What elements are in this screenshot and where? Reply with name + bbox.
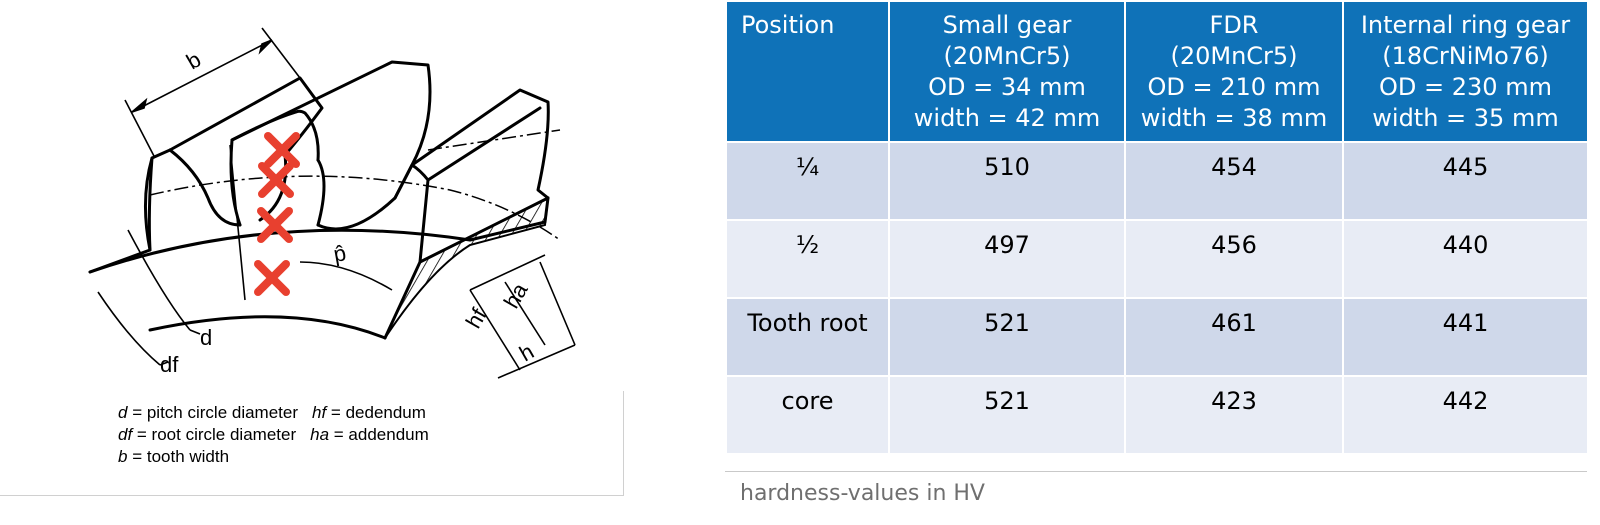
table-row: ¼ 510 454 445 bbox=[725, 141, 1589, 221]
table-header-row: Position Small gear (20MnCr5) OD = 34 mm wid… bbox=[725, 0, 1589, 143]
legend-row: d = pitch circle diameter hf = dedendum bbox=[118, 402, 429, 424]
legend-symbol: ha bbox=[310, 425, 330, 444]
column-header: FDR (20MnCr5) OD = 210 mm width = 38 mm bbox=[1124, 0, 1344, 143]
legend-description: = pitch circle diameter bbox=[127, 403, 299, 422]
label-d: d bbox=[200, 325, 212, 350]
label-hf: hf bbox=[461, 303, 492, 332]
column-header: Small gear (20MnCr5) OD = 34 mm width = 42 … bbox=[888, 0, 1126, 143]
position-cell: core bbox=[725, 375, 890, 455]
column-header-line: Internal ring gear bbox=[1360, 11, 1571, 39]
legend-symbol: hf bbox=[312, 403, 327, 422]
pitch-circle-line bbox=[149, 175, 561, 241]
legend-symbol: df bbox=[118, 425, 133, 444]
gear-tooth-diagram: b p̂ d df hf ha h bbox=[88, 27, 576, 379]
position-cell: ¼ bbox=[725, 141, 890, 221]
position-cell: Tooth root bbox=[725, 297, 890, 377]
hardness-value-cell: 441 bbox=[1342, 297, 1589, 377]
hardness-value-cell: 456 bbox=[1124, 219, 1344, 299]
column-header-line: Small gear bbox=[942, 11, 1072, 39]
column-header-line: width = 42 mm bbox=[913, 104, 1101, 132]
measurement-point-marker bbox=[264, 132, 300, 168]
hardness-value-cell: 423 bbox=[1124, 375, 1344, 455]
legend-description: = tooth width bbox=[127, 447, 230, 466]
column-header-line: (18CrNiMo76) bbox=[1382, 42, 1549, 70]
root-curve bbox=[88, 228, 472, 274]
legend-row: df = root circle diameter ha = addendum bbox=[118, 424, 429, 446]
legend-frame bbox=[0, 391, 624, 496]
label-p: p̂ bbox=[332, 240, 348, 267]
legend-row: b = tooth width bbox=[118, 446, 429, 468]
hardness-value-cell: 521 bbox=[888, 297, 1126, 377]
hardness-value-cell: 461 bbox=[1124, 297, 1344, 377]
hatched-section bbox=[384, 196, 550, 339]
hardness-value-cell: 454 bbox=[1124, 141, 1344, 221]
column-header-line: width = 35 mm bbox=[1372, 104, 1559, 132]
hardness-value-cell: 440 bbox=[1342, 219, 1589, 299]
table-row: Tooth root 521 461 441 bbox=[725, 297, 1589, 377]
column-header: Internal ring gear (18CrNiMo76) OD = 230 m… bbox=[1342, 0, 1589, 143]
label-df: df bbox=[160, 352, 179, 377]
measurement-markers bbox=[254, 132, 300, 296]
position-cell: ½ bbox=[725, 219, 890, 299]
hardness-value-cell: 442 bbox=[1342, 375, 1589, 455]
hardness-value-cell: 497 bbox=[888, 219, 1126, 299]
column-header-line: OD = 210 mm bbox=[1147, 73, 1321, 101]
label-b: b bbox=[182, 47, 205, 75]
table-caption: hardness-values in HV bbox=[740, 481, 985, 506]
column-header-line: (20MnCr5) bbox=[1170, 42, 1298, 70]
legend-symbol: d bbox=[118, 403, 128, 422]
legend-description: = root circle diameter bbox=[132, 425, 297, 444]
legend-description: = addendum bbox=[329, 425, 429, 444]
middle-tooth bbox=[229, 60, 432, 227]
diagram-legend: d = pitch circle diameter hf = dedendum df… bbox=[118, 402, 429, 468]
hardness-value-cell: 521 bbox=[888, 375, 1126, 455]
legend-description: = dedendum bbox=[326, 403, 426, 422]
column-header-line: width = 38 mm bbox=[1140, 104, 1328, 132]
hardness-table: Position Small gear (20MnCr5) OD = 34 mm wid… bbox=[725, 0, 1589, 455]
column-header-line: OD = 34 mm bbox=[928, 73, 1086, 101]
table-row: core 521 423 442 bbox=[725, 375, 1589, 455]
column-header: Position bbox=[725, 0, 890, 143]
measurement-point-marker bbox=[258, 162, 294, 198]
table-row: ½ 497 456 440 bbox=[725, 219, 1589, 299]
column-header-line: (20MnCr5) bbox=[943, 42, 1071, 70]
column-header-line: OD = 230 mm bbox=[1379, 73, 1552, 101]
column-header-line: FDR bbox=[1209, 11, 1259, 39]
hardness-value-cell: 445 bbox=[1342, 141, 1589, 221]
body-bottom-arc bbox=[148, 315, 387, 340]
measurement-point-marker bbox=[257, 207, 293, 243]
label-h: h bbox=[515, 339, 538, 367]
measurement-point-marker bbox=[254, 260, 290, 296]
gear-diagram-panel: b p̂ d df hf ha h d = pitch circle diame… bbox=[0, 0, 625, 500]
column-header-line: Position bbox=[741, 11, 835, 39]
legend-symbol: b bbox=[118, 447, 128, 466]
table-bottom-border bbox=[725, 471, 1587, 472]
label-ha: ha bbox=[499, 278, 533, 312]
hardness-value-cell: 510 bbox=[888, 141, 1126, 221]
